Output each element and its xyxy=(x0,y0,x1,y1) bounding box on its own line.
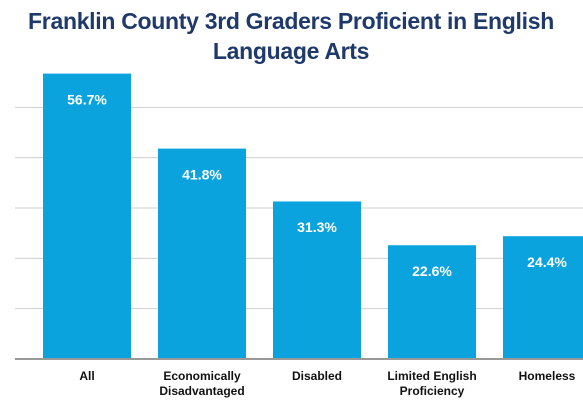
value-label: 41.8% xyxy=(182,166,222,182)
value-label: 24.4% xyxy=(527,254,567,270)
x-tick-label: Homeless xyxy=(518,369,576,383)
value-label: 22.6% xyxy=(412,263,452,279)
x-tick-label: Limited English Proficiency xyxy=(387,369,477,398)
chart-title: Franklin County 3rd Graders Proficient i… xyxy=(28,8,554,64)
bar xyxy=(273,201,361,359)
bar xyxy=(388,245,476,359)
bar xyxy=(503,236,583,359)
x-tick-label: All xyxy=(79,369,95,383)
x-tick-label: Economically Disadvantaged xyxy=(159,369,245,398)
bar xyxy=(43,73,131,360)
value-label: 56.7% xyxy=(67,91,107,107)
value-label: 31.3% xyxy=(297,219,337,235)
bar xyxy=(158,148,246,359)
x-tick-label: Disabled xyxy=(291,369,342,383)
